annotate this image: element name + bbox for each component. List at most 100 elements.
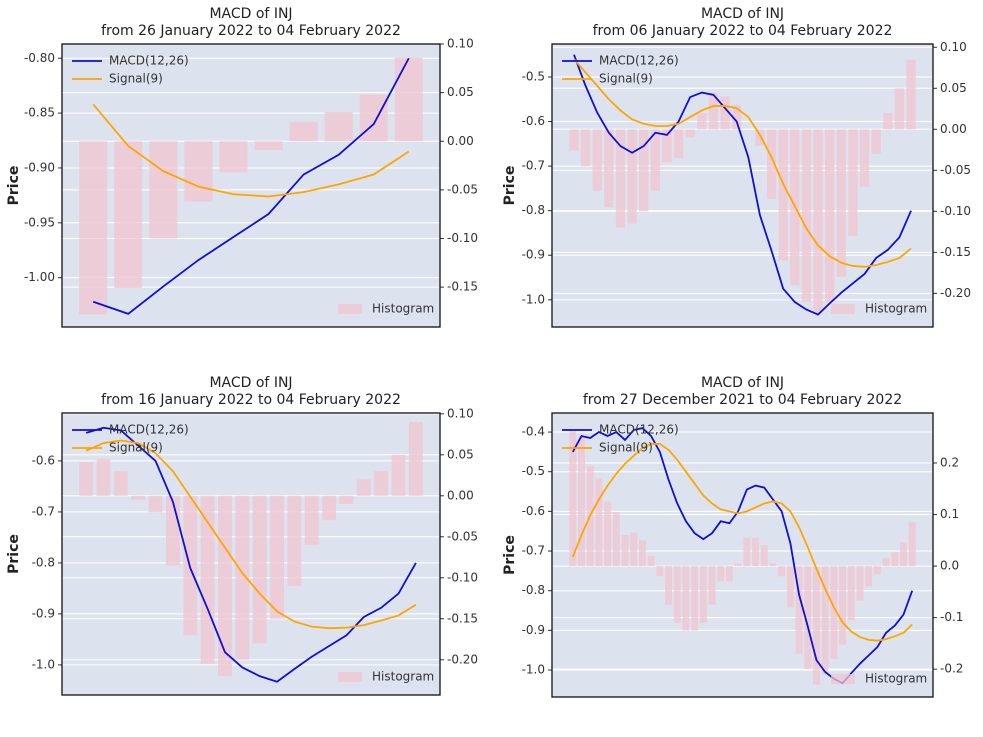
line-series [573, 58, 912, 268]
histogram-bar [612, 511, 620, 567]
histogram-bar [795, 566, 803, 654]
y2-tick-label: 0.0 [940, 559, 959, 573]
histogram-bar [359, 94, 388, 142]
histogram-bar [752, 537, 760, 567]
histogram-bar [848, 129, 858, 236]
histogram-bar [682, 566, 690, 631]
y2-tick-label: 0.05 [940, 81, 967, 95]
histogram-bar [580, 129, 591, 167]
histogram-bar [894, 88, 905, 130]
histogram-bar [821, 566, 829, 675]
histogram-bar [595, 478, 603, 567]
y2-tick-label: -0.10 [447, 570, 478, 584]
legend-label: Signal(9) [599, 72, 653, 86]
histogram-bar [708, 566, 716, 605]
histogram-bar [685, 129, 695, 138]
histogram-bar [697, 112, 707, 130]
histogram-bar [627, 129, 637, 224]
histogram-bar [639, 129, 649, 212]
histogram-bar [578, 437, 585, 567]
legend-label: Histogram [865, 302, 927, 316]
y2-tick-label: -0.15 [940, 245, 971, 259]
histogram-bar [324, 112, 353, 142]
histogram-bar [96, 458, 111, 496]
y-tick-label: -0.6 [32, 453, 55, 467]
subplot: -0.80 -0.85 -0.90 -0.95 -1.00 0.10 0.05 0.00 -0.… [6, 6, 478, 328]
y-tick-label: -0.7 [32, 504, 55, 518]
y-tick-label: -1.00 [24, 270, 55, 284]
chart-subtitle: from 06 January 2022 to 04 February 2022 [593, 23, 893, 39]
line-series [85, 426, 417, 683]
y2-tick-label: -0.2 [940, 662, 963, 676]
histogram-bar [184, 141, 213, 202]
histogram-bar [650, 129, 660, 191]
y2-tick-label: -0.15 [447, 280, 478, 294]
y2-tick-label: 0.05 [447, 447, 474, 461]
histogram-bar [891, 552, 899, 567]
legend-swatch [338, 672, 362, 682]
histogram-bar [270, 495, 284, 619]
y-tick-label: -0.8 [522, 583, 545, 597]
histogram-bar [717, 566, 725, 582]
histogram-bar [630, 532, 638, 567]
histogram-bar [830, 566, 838, 659]
histogram-bar [766, 129, 777, 200]
chart-subtitle: from 27 December 2021 to 04 February 202… [583, 392, 902, 408]
histogram-bar [114, 141, 143, 289]
histogram-bar [813, 129, 823, 314]
y2-tick-label: 0.2 [940, 455, 959, 469]
histogram-bar [883, 112, 893, 130]
histogram-bar [865, 566, 873, 587]
chart-title: MACD of INJ [701, 375, 784, 391]
legend-label: Signal(9) [109, 441, 163, 455]
histogram-bar [79, 141, 108, 315]
y-tick-label: -0.8 [522, 203, 545, 217]
line-series [573, 54, 912, 316]
line-series [85, 439, 417, 630]
histogram-bar [394, 57, 423, 142]
histogram-bar [708, 92, 719, 130]
y-tick-label: -0.80 [24, 51, 55, 65]
histogram-bar [859, 129, 870, 187]
histogram-bar [673, 129, 684, 159]
histogram-bar [720, 96, 730, 130]
histogram-bar [743, 537, 751, 567]
y2-tick-label: 0.10 [447, 406, 474, 420]
y-tick-label: -0.95 [24, 215, 55, 229]
histogram-bar [569, 129, 579, 151]
y-axis-label: Price [502, 535, 518, 575]
y2-tick-label: 0.10 [940, 40, 967, 54]
histogram-bar [882, 557, 890, 567]
histogram-bar [391, 454, 406, 496]
line-series [92, 103, 410, 198]
histogram-bar [235, 495, 250, 660]
histogram-bar [149, 141, 178, 239]
plot-area [552, 44, 933, 327]
line-series [572, 427, 914, 685]
histogram-bar [289, 121, 318, 142]
legend-swatch [831, 674, 855, 684]
y2-tick-label: -0.20 [940, 286, 971, 300]
histogram-bar [839, 566, 847, 645]
histogram-bar [900, 542, 907, 567]
y2-tick-label: -0.05 [447, 182, 478, 196]
histogram-bar [656, 566, 664, 577]
histogram-bar [725, 566, 733, 582]
y-tick-label: -0.8 [32, 555, 55, 569]
histogram-bar [836, 129, 846, 277]
legend-label: Signal(9) [599, 441, 653, 455]
y2-tick-label: -0.10 [940, 204, 971, 218]
legend-label: Histogram [865, 672, 927, 686]
histogram-bar [592, 129, 602, 191]
histogram-bar [113, 471, 128, 496]
histogram-bar [322, 495, 337, 521]
chart-title: MACD of INJ [209, 375, 292, 391]
histogram-bar [339, 495, 354, 504]
histogram-bar [165, 495, 180, 566]
legend-label: MACD(12,26) [109, 423, 189, 437]
histogram-bar [778, 129, 788, 261]
histogram-bar [812, 566, 820, 685]
y-tick-label: -1.0 [522, 292, 545, 306]
y2-tick-label: -0.1 [940, 610, 963, 624]
